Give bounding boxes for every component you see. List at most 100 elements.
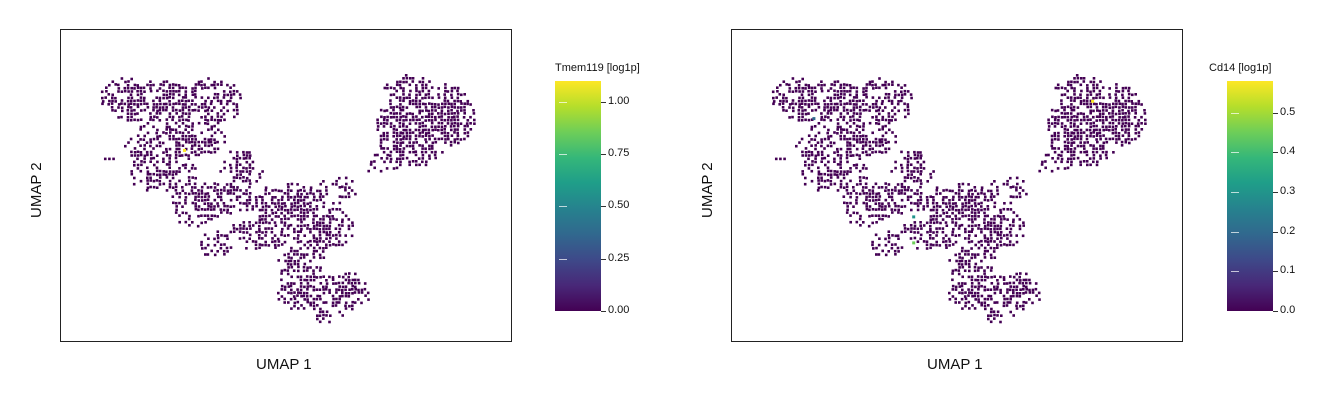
cell-point: [172, 137, 175, 141]
cell-point: [907, 154, 910, 157]
cell-point: [254, 247, 258, 250]
cell-point: [156, 89, 159, 93]
cell-point: [210, 249, 213, 253]
cell-point: [226, 109, 229, 113]
cell-point: [389, 116, 393, 119]
cell-point: [1131, 93, 1134, 97]
cell-point: [139, 89, 143, 93]
cell-point: [906, 188, 910, 192]
cell-point: [1134, 137, 1137, 141]
cell-point: [110, 102, 114, 105]
cell-point: [1095, 124, 1098, 128]
cell-point: [312, 246, 316, 250]
cell-point: [977, 202, 980, 206]
cell-point: [1089, 122, 1092, 125]
cell-point: [961, 202, 964, 205]
cell-point: [297, 307, 300, 310]
cell-point: [957, 183, 961, 186]
cell-point: [877, 243, 881, 247]
cell-point: [110, 106, 114, 109]
cell-point: [1021, 234, 1025, 238]
cell-point: [271, 240, 274, 244]
cell-point: [424, 86, 428, 90]
cell-point: [283, 221, 287, 225]
cell-point: [201, 199, 204, 202]
cell-point: [983, 288, 987, 292]
cell-point: [1028, 291, 1032, 294]
cell-point: [807, 93, 811, 97]
cell-point: [427, 92, 430, 96]
cell-point: [209, 138, 213, 141]
cell-point: [207, 112, 210, 116]
cell-point: [951, 272, 954, 275]
cell-point: [335, 291, 338, 294]
cell-point: [1124, 112, 1127, 115]
cell-point: [280, 272, 283, 275]
cell-point: [983, 301, 987, 304]
cell-point: [440, 125, 444, 129]
cell-point: [283, 208, 287, 212]
cell-point: [1057, 131, 1060, 135]
cell-point: [130, 77, 133, 81]
cell-point: [878, 217, 881, 221]
cell-point: [823, 147, 826, 150]
umap-plot-frame: [60, 29, 512, 342]
cell-point: [338, 297, 341, 301]
cell-point: [232, 224, 235, 227]
cell-point: [216, 99, 220, 103]
cell-point: [960, 208, 964, 211]
cell-point: [1127, 128, 1130, 131]
cell-point: [421, 86, 425, 90]
cell-point: [364, 294, 367, 297]
cell-point: [319, 182, 322, 186]
cell-point: [325, 310, 329, 314]
cell-point: [239, 170, 242, 173]
colorbar-gradient: [555, 81, 601, 311]
cell-point: [126, 119, 130, 122]
cell-point: [845, 150, 849, 154]
cell-point: [878, 138, 881, 141]
cell-point: [929, 230, 932, 233]
cell-point: [874, 195, 878, 198]
cell-point: [939, 214, 942, 218]
cell-point: [235, 157, 239, 161]
cell-point: [999, 233, 1002, 237]
cell-point: [875, 221, 878, 224]
cell-point: [136, 105, 140, 109]
cell-point: [887, 99, 891, 103]
cell-point: [801, 112, 804, 116]
cell-point: [986, 205, 990, 208]
cell-point: [187, 192, 191, 196]
cell-point: [858, 138, 861, 141]
cell-point: [887, 230, 891, 233]
cell-point: [306, 269, 309, 272]
cell-point: [878, 141, 882, 144]
cell-point: [1060, 99, 1063, 102]
cell-point: [772, 100, 776, 103]
cell-point: [807, 157, 810, 161]
cell-point: [881, 208, 884, 211]
cell-point: [875, 86, 878, 89]
cell-point: [800, 137, 804, 141]
cell-point: [402, 147, 406, 150]
cell-point: [855, 134, 859, 138]
cell-point: [322, 247, 325, 250]
cell-point: [450, 128, 453, 132]
cell-point: [248, 163, 252, 166]
cell-point: [296, 218, 300, 221]
cell-point: [309, 301, 312, 305]
cell-point: [232, 156, 236, 160]
cell-point: [206, 208, 210, 211]
cell-point: [1079, 102, 1083, 106]
cell-point: [954, 202, 957, 205]
cell-point: [220, 198, 223, 202]
cell-point: [817, 131, 821, 135]
cell-point: [1095, 147, 1098, 150]
cell-point: [334, 282, 338, 285]
cell-point: [1085, 122, 1089, 125]
cell-point: [309, 239, 312, 243]
cell-point: [989, 230, 993, 234]
cell-point: [1047, 128, 1051, 131]
cell-point: [395, 105, 399, 109]
cell-point: [973, 212, 977, 215]
